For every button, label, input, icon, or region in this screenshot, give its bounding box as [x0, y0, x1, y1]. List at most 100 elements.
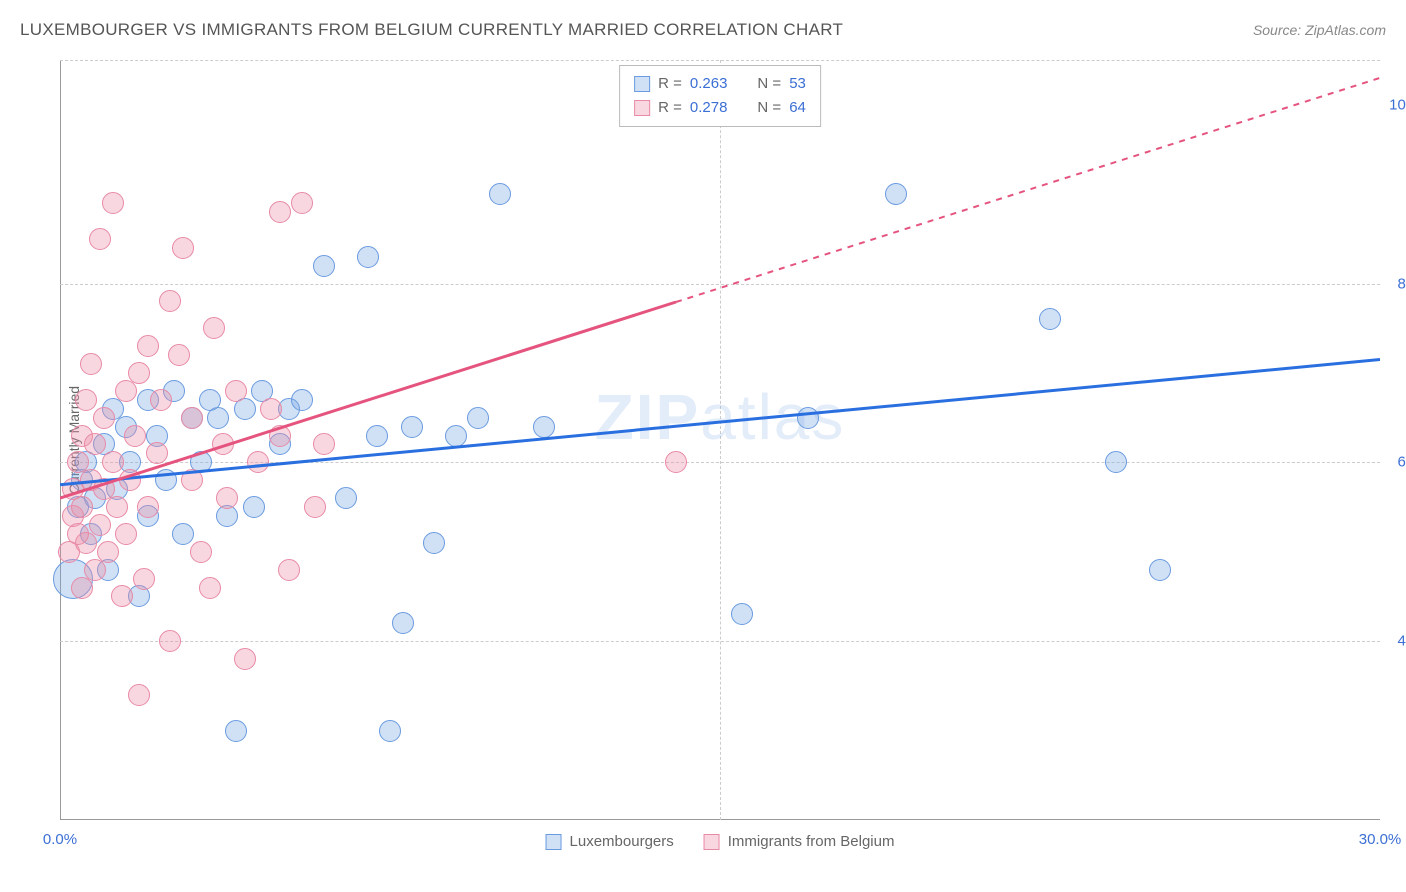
scatter-point-belgium: [234, 648, 256, 670]
scatter-point-belgium: [304, 496, 326, 518]
scatter-point-luxembourgers: [1105, 451, 1127, 473]
scatter-point-belgium: [212, 433, 234, 455]
series-legend: Luxembourgers Immigrants from Belgium: [546, 833, 895, 850]
scatter-point-belgium: [247, 451, 269, 473]
scatter-point-luxembourgers: [357, 246, 379, 268]
scatter-point-belgium: [84, 433, 106, 455]
legend-r-label: R =: [658, 72, 682, 96]
correlation-legend: R = 0.263 N = 53 R = 0.278 N = 64: [619, 65, 821, 127]
plot-area: ZIPatlas R =0.263N =53R =0.278N =64 Luxe…: [60, 60, 1380, 820]
scatter-point-luxembourgers: [797, 407, 819, 429]
scatter-point-luxembourgers: [379, 720, 401, 742]
legend-swatch-belgium: [634, 100, 650, 116]
y-axis-line: [60, 60, 61, 820]
scatter-point-belgium: [181, 407, 203, 429]
scatter-point-belgium: [313, 433, 335, 455]
legend-item-belgium: Immigrants from Belgium: [704, 833, 895, 850]
watermark-light: atlas: [700, 381, 845, 453]
scatter-point-belgium: [159, 630, 181, 652]
scatter-point-belgium: [278, 559, 300, 581]
scatter-point-luxembourgers: [291, 389, 313, 411]
scatter-point-luxembourgers: [401, 416, 423, 438]
scatter-point-belgium: [115, 523, 137, 545]
x-axis-tick: 30.0%: [1359, 831, 1402, 848]
y-axis-tick: 60.0%: [1397, 454, 1406, 471]
scatter-point-belgium: [159, 290, 181, 312]
scatter-point-belgium: [269, 425, 291, 447]
y-axis-tick: 80.0%: [1397, 275, 1406, 292]
scatter-point-belgium: [119, 469, 141, 491]
legend-r-label: R =: [658, 96, 682, 120]
scatter-point-belgium: [146, 442, 168, 464]
scatter-point-luxembourgers: [885, 183, 907, 205]
legend-item-luxembourgers: Luxembourgers: [546, 833, 674, 850]
scatter-point-belgium: [190, 541, 212, 563]
scatter-point-luxembourgers: [155, 469, 177, 491]
scatter-point-luxembourgers: [243, 496, 265, 518]
legend-n-label: N =: [757, 72, 781, 96]
scatter-point-belgium: [133, 568, 155, 590]
grid-line-vertical: [720, 60, 721, 820]
legend-row-luxembourgers: R = 0.263 N = 53: [634, 72, 806, 96]
scatter-point-belgium: [115, 380, 137, 402]
scatter-point-belgium: [128, 684, 150, 706]
scatter-point-belgium: [71, 496, 93, 518]
scatter-point-belgium: [665, 451, 687, 473]
legend-n-value: 53: [789, 72, 806, 96]
scatter-point-luxembourgers: [366, 425, 388, 447]
scatter-point-belgium: [75, 389, 97, 411]
scatter-point-belgium: [89, 514, 111, 536]
scatter-point-belgium: [269, 201, 291, 223]
scatter-point-belgium: [260, 398, 282, 420]
scatter-point-luxembourgers: [445, 425, 467, 447]
scatter-point-belgium: [216, 487, 238, 509]
scatter-point-belgium: [124, 425, 146, 447]
x-axis-tick: 0.0%: [43, 831, 77, 848]
y-axis-tick: 40.0%: [1397, 633, 1406, 650]
scatter-point-luxembourgers: [225, 720, 247, 742]
scatter-point-belgium: [71, 577, 93, 599]
scatter-point-belgium: [89, 228, 111, 250]
legend-label-belgium: Immigrants from Belgium: [728, 833, 895, 850]
scatter-point-luxembourgers: [207, 407, 229, 429]
chart-title: LUXEMBOURGER VS IMMIGRANTS FROM BELGIUM …: [20, 20, 843, 40]
legend-swatch-luxembourgers: [546, 834, 562, 850]
scatter-point-luxembourgers: [335, 487, 357, 509]
scatter-point-luxembourgers: [313, 255, 335, 277]
scatter-point-belgium: [150, 389, 172, 411]
scatter-point-belgium: [106, 496, 128, 518]
scatter-point-belgium: [168, 344, 190, 366]
scatter-point-luxembourgers: [1039, 308, 1061, 330]
scatter-point-belgium: [93, 407, 115, 429]
legend-swatch-belgium: [704, 834, 720, 850]
watermark-bold: ZIP: [595, 381, 701, 453]
y-axis-tick: 100.0%: [1389, 96, 1406, 113]
scatter-point-belgium: [102, 192, 124, 214]
scatter-point-belgium: [102, 451, 124, 473]
scatter-point-luxembourgers: [489, 183, 511, 205]
source-attribution: Source: ZipAtlas.com: [1253, 22, 1386, 38]
scatter-point-belgium: [172, 237, 194, 259]
legend-n-label: N =: [757, 96, 781, 120]
scatter-point-luxembourgers: [731, 603, 753, 625]
legend-r-value: 0.278: [690, 96, 728, 120]
legend-row-belgium: R = 0.278 N = 64: [634, 96, 806, 120]
scatter-point-luxembourgers: [533, 416, 555, 438]
scatter-point-luxembourgers: [1149, 559, 1171, 581]
scatter-point-belgium: [75, 532, 97, 554]
scatter-point-belgium: [291, 192, 313, 214]
legend-swatch-luxembourgers: [634, 76, 650, 92]
chart-container: Currently Married ZIPatlas R =0.263N =53…: [60, 60, 1380, 820]
scatter-point-belgium: [111, 585, 133, 607]
scatter-point-belgium: [80, 353, 102, 375]
scatter-point-belgium: [128, 362, 150, 384]
scatter-point-luxembourgers: [172, 523, 194, 545]
scatter-point-belgium: [203, 317, 225, 339]
legend-n-value: 64: [789, 96, 806, 120]
scatter-point-belgium: [181, 469, 203, 491]
legend-r-value: 0.263: [690, 72, 728, 96]
scatter-point-luxembourgers: [467, 407, 489, 429]
scatter-point-luxembourgers: [423, 532, 445, 554]
scatter-point-luxembourgers: [392, 612, 414, 634]
scatter-point-belgium: [199, 577, 221, 599]
